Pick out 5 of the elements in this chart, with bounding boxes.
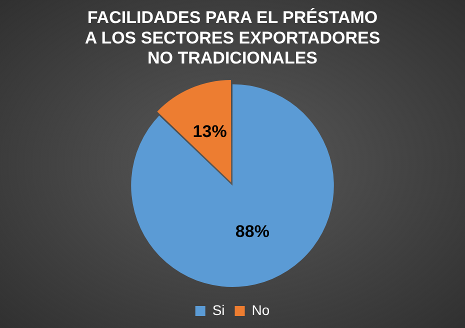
chart-title: FACILIDADES PARA EL PRÉSTAMO A LOS SECTORES EXPORTADORES NO TRADICIONALES [84,6,380,68]
data-label: 13% [192,122,227,142]
legend-label: Si [212,302,225,318]
data-label: 88% [235,222,270,241]
legend-label: No [252,302,270,318]
